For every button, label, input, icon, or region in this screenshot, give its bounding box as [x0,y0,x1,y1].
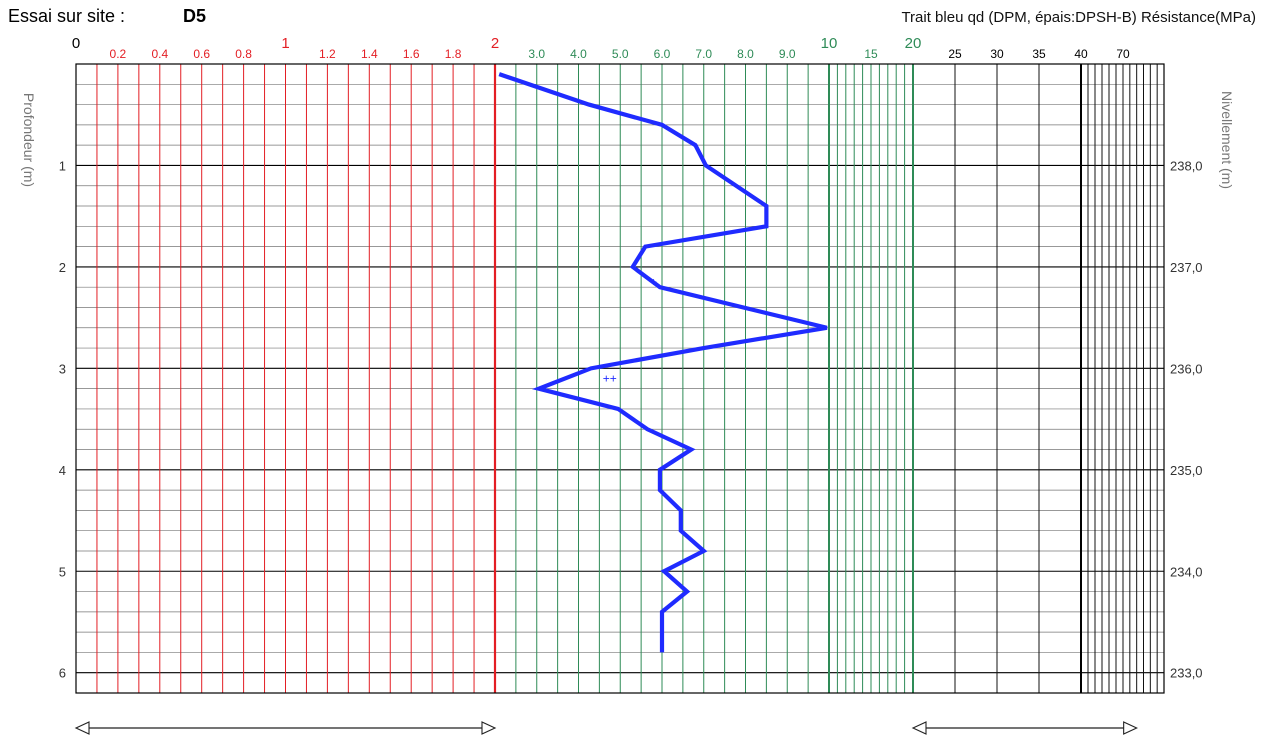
level-tick-label: 234,0 [1170,564,1203,579]
depth-tick-label: 5 [59,564,66,579]
chart-title-site: D5 [183,6,206,26]
x-tick-label: 8.0 [737,47,754,61]
x-tick-label: 1.4 [361,47,378,61]
x-tick-label: 10 [821,35,838,52]
x-tick-label: 2 [491,35,499,52]
x-tick-label: 1.8 [445,47,462,61]
depth-axis-title: Profondeur (m) [21,93,37,187]
annotation-mark: ++ [603,372,617,386]
depth-tick-label: 1 [59,158,66,173]
x-tick-label: 30 [990,47,1004,61]
grid [75,63,1165,694]
x-tick-label: 3.0 [528,47,545,61]
level-tick-label: 235,0 [1170,463,1203,478]
x-tick-label: 35 [1032,47,1046,61]
x-tick-label: 0.6 [193,47,210,61]
depth-tick-label: 6 [59,666,66,681]
x-tick-label: 5.0 [612,47,629,61]
x-tick-label: 0.8 [235,47,252,61]
qd-series-line [498,72,828,653]
range-arrow-right-head [481,721,497,735]
x-tick-label: 7.0 [695,47,712,61]
x-tick-label: 1.2 [319,47,336,61]
level-tick-label: 236,0 [1170,361,1203,376]
range-arrow-left-head [911,721,927,735]
series-layer: +++ [498,72,828,653]
x-tick-label: 1.6 [403,47,420,61]
level-tick-label: 238,0 [1170,158,1203,173]
plot-frame [75,63,1165,694]
legend-text: Trait bleu qd (DPM, épais:DPSH-B) Résist… [901,9,1256,26]
x-tick-label: 4.0 [570,47,587,61]
depth-tick-label: 4 [59,463,66,478]
x-tick-label: 0.2 [110,47,127,61]
axes [74,63,1165,735]
level-tick-label: 237,0 [1170,260,1203,275]
chart-title-prefix: Essai sur site : [8,6,125,26]
range-arrow-left-head [74,721,90,735]
x-tick-label: 0 [72,35,80,52]
level-tick-label: 233,0 [1170,666,1203,681]
x-tick-label: 70 [1116,47,1130,61]
x-tick-label: 20 [905,35,922,52]
depth-tick-label: 3 [59,361,66,376]
x-tick-label: 9.0 [779,47,796,61]
x-tick-label: 25 [948,47,962,61]
x-tick-label: 0.4 [151,47,168,61]
depth-tick-label: 2 [59,260,66,275]
level-axis-title: Nivellement (m) [1219,91,1235,189]
x-tick-label: 6.0 [654,47,671,61]
labels: Essai sur site : D5 Trait bleu qd (DPM, … [8,6,1256,681]
x-tick-label: 15 [864,47,878,61]
x-tick-label: 1 [281,35,289,52]
annotation-mark: + [650,275,657,289]
range-arrow-right-head [1123,721,1138,735]
x-tick-label: 40 [1074,47,1088,61]
